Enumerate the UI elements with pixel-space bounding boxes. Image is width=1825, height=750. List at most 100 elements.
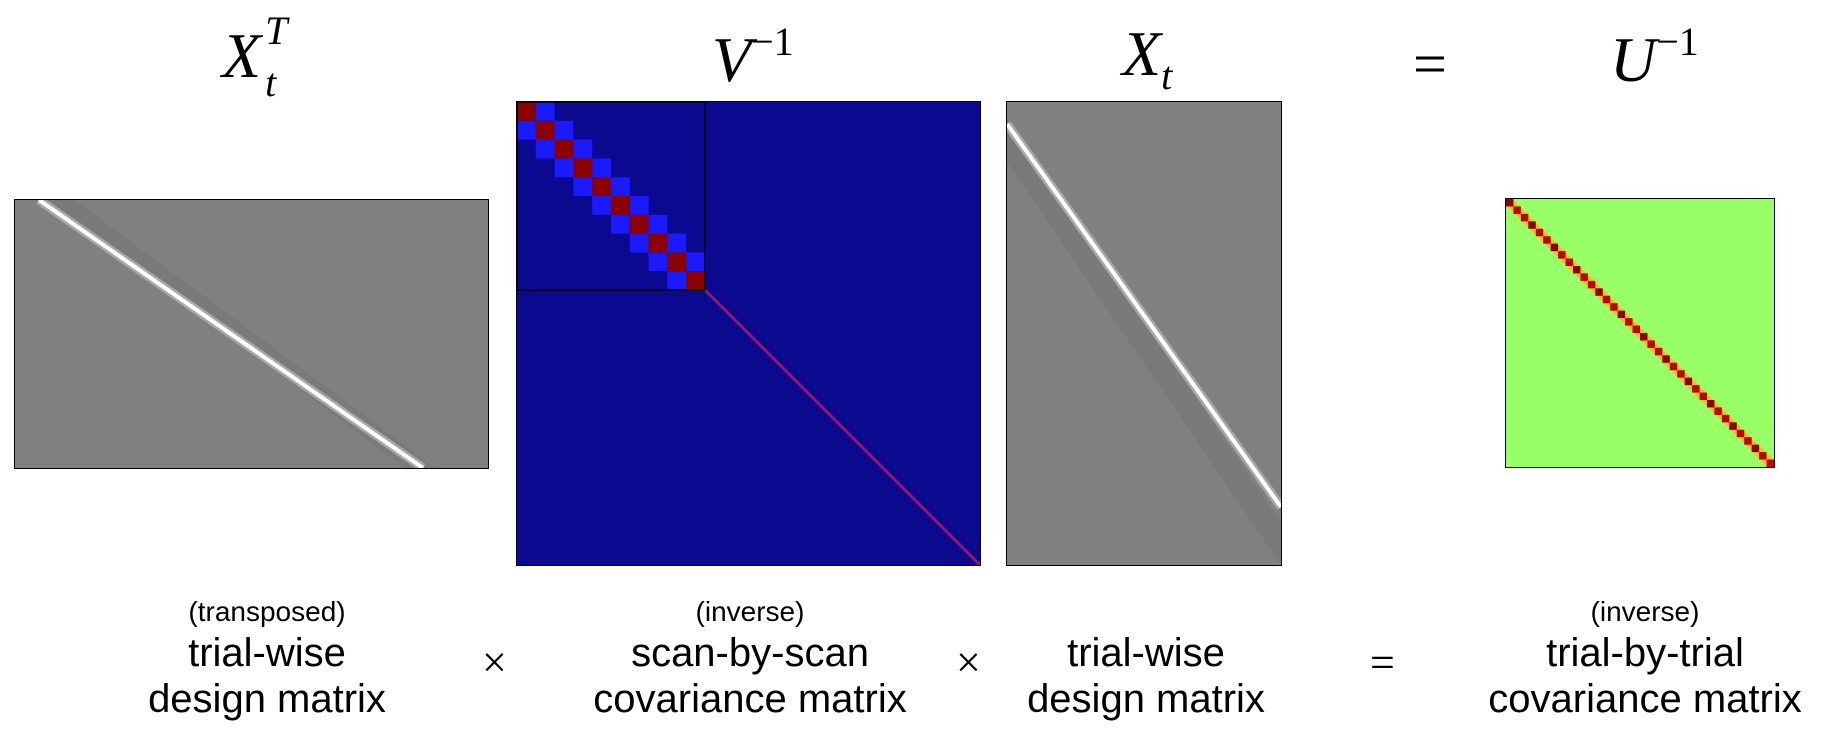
matrix-shadow [1007, 122, 1281, 565]
diagonal-cell [517, 102, 536, 121]
diagonal-cell [1587, 280, 1596, 289]
term-sub: t [265, 60, 277, 105]
diagonal-cell [1632, 325, 1640, 333]
diagonal-cell [1766, 459, 1774, 467]
matrix-diagonal [1506, 199, 1774, 467]
design-matrix-image [1006, 101, 1282, 566]
zoomed-block-diagonal [517, 102, 705, 290]
multiply-operator: × [956, 638, 981, 687]
diagonal-cell [1617, 310, 1626, 319]
diagonal-cell [629, 214, 649, 234]
diagonal-cell [1744, 437, 1752, 445]
off-diagonal-cell [667, 271, 687, 290]
off-diagonal-cell [592, 196, 611, 215]
off-diagonal-cell [554, 120, 574, 140]
diagonal-cell [1513, 206, 1521, 214]
diagonal-cell [1528, 221, 1536, 229]
caption-line2: design matrix [1027, 677, 1265, 721]
term-xt: Xt [1122, 22, 1172, 96]
diagonal-cell [1736, 429, 1745, 438]
off-diagonal-cell [535, 139, 555, 159]
diagonal-cell [1506, 199, 1514, 207]
diagonal-cell [1707, 400, 1715, 408]
off-diagonal-cell [573, 139, 593, 159]
diagonal-cell [1714, 407, 1722, 415]
matrix-band [37, 200, 425, 468]
scan-covariance-matrix-image [516, 101, 981, 566]
caption-line2: covariance matrix [1488, 677, 1802, 721]
off-diagonal-cell [629, 233, 649, 253]
diagonal-cell [535, 120, 555, 140]
diagonal-cell [592, 177, 611, 196]
equals-operator: = [1370, 638, 1395, 687]
term-base: X [1122, 18, 1162, 89]
matrix-diagonal [703, 288, 980, 565]
diagonal-cell [611, 196, 630, 215]
caption-line1: scan-by-scan [631, 631, 869, 675]
diagonal-cell [686, 271, 705, 290]
diagonal-cell [1692, 385, 1700, 393]
diagonal-cell [1640, 333, 1648, 341]
off-diagonal-cell [592, 158, 611, 178]
diagonal-cell [1580, 273, 1588, 281]
off-diagonal-cell [648, 252, 668, 272]
caption-line2: covariance matrix [593, 677, 907, 721]
caption-qualifier: (inverse) [695, 596, 805, 627]
diagonal-cell [1721, 414, 1730, 423]
diagonal-cell [1565, 258, 1573, 266]
zoom-inset-outline [517, 102, 706, 291]
diagonal-cell [667, 252, 687, 272]
term-u-inverse: U−1 [1610, 22, 1699, 92]
diagonal-cell [648, 233, 668, 253]
off-diagonal-cell [611, 214, 630, 234]
diagonal-cell [1662, 355, 1670, 363]
diagonal-cell [1535, 228, 1544, 237]
off-diagonal-cell [517, 120, 536, 140]
term-xt-transposed: X T t [222, 11, 297, 103]
caption-qualifier: (transposed) [188, 596, 346, 627]
off-diagonal-cell [611, 177, 630, 196]
term-equals: = [1413, 31, 1447, 97]
diagonal-cell [1699, 392, 1707, 400]
caption-trial-covariance-matrix: (inverse) trial-by-trial covariance matr… [1460, 594, 1825, 722]
term-base: U [1610, 24, 1657, 95]
transposed-design-matrix-image [14, 199, 489, 469]
caption-qualifier [996, 594, 1296, 630]
diagonal-cell [554, 139, 574, 159]
matrix-band [1007, 122, 1281, 509]
off-diagonal-cell [629, 196, 649, 215]
diagonal-cell [1625, 318, 1633, 326]
term-base: X [222, 20, 262, 91]
caption-line2: design matrix [148, 677, 386, 721]
term-sup: −1 [751, 19, 794, 64]
caption-transposed-design-matrix: (transposed) trial-wise design matrix [117, 594, 417, 722]
caption-design-matrix: trial-wise design matrix [996, 594, 1296, 722]
term-sup: −1 [1656, 19, 1699, 64]
trial-covariance-matrix-image [1505, 198, 1775, 468]
diagonal-cell [1684, 377, 1693, 386]
term-base: V [712, 24, 752, 95]
caption-line1: trial-wise [1067, 631, 1225, 675]
caption-qualifier: (inverse) [1590, 596, 1700, 627]
off-diagonal-cell [648, 214, 668, 234]
term-sub: t [1161, 53, 1173, 98]
diagonal-cell [1647, 340, 1655, 348]
diagonal-cell [1759, 452, 1767, 460]
diagonal-cell [1729, 422, 1737, 430]
off-diagonal-cell [573, 177, 593, 196]
diagonal-cell [573, 158, 593, 178]
diagonal-cell [1573, 266, 1581, 274]
diagonal-cell [1595, 288, 1603, 296]
caption-scan-covariance-matrix: (inverse) scan-by-scan covariance matrix [565, 594, 935, 722]
diagonal-cell [1558, 251, 1566, 259]
diagonal-cell [1550, 243, 1559, 252]
diagonal-cell [1751, 444, 1760, 453]
off-diagonal-cell [686, 252, 705, 272]
off-diagonal-cell [667, 233, 687, 253]
off-diagonal-cell [535, 102, 555, 121]
caption-line1: trial-wise [188, 631, 346, 675]
off-diagonal-cell [554, 158, 574, 178]
diagonal-cell [1610, 303, 1618, 311]
term-v-inverse: V−1 [712, 22, 794, 92]
diagonal-cell [1602, 295, 1611, 304]
